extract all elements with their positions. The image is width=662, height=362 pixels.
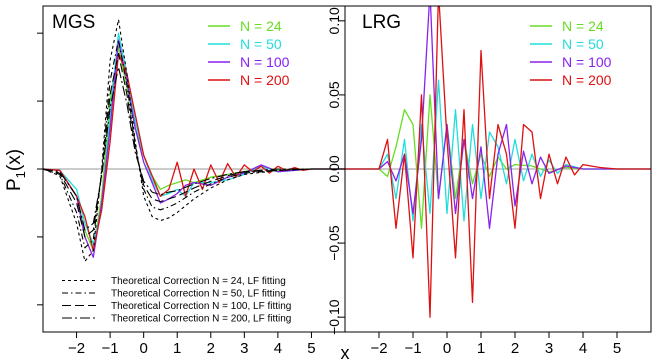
panel-label: LRG <box>362 12 401 33</box>
theory-legend: Theoretical Correction N = 24, LF fittin… <box>62 276 291 325</box>
series-line-n-24 <box>43 46 345 252</box>
series-line-n-100 <box>43 39 345 258</box>
x-tick-label: 5 <box>613 340 621 357</box>
series-line-n-50 <box>345 79 651 222</box>
theory-legend-label: Theoretical Correction N = 50, LF fittin… <box>111 289 286 300</box>
series-line-theory-6 <box>43 52 345 238</box>
lrg-panel: −2 −1 0 1 2 3 4 5 −0.10 −0.05 0.00 0.05 0.10 LRG N = 2… <box>326 5 652 357</box>
x-tick-label: 3 <box>240 340 248 357</box>
legend-label: N = 100 <box>240 54 290 70</box>
y-tick-label: 0.05 <box>326 81 342 108</box>
mgs-panel: −2 −1 0 1 2 3 4 5 MGS N = 24 N = 50 N = 100 N = 200 T… <box>37 5 346 357</box>
series-line-theory-7 <box>43 66 345 231</box>
panel-label: MGS <box>52 12 95 33</box>
x-tick-label: 2 <box>207 340 215 357</box>
y-tick-label: 0.00 <box>326 155 342 182</box>
y-axis-label: P1(x) <box>4 149 28 191</box>
series-group <box>43 19 345 262</box>
x-axis-label: x <box>341 343 350 362</box>
series-line-n-200 <box>43 52 345 252</box>
x-tick-label: 0 <box>139 340 147 357</box>
x-tick-label: 1 <box>477 340 485 357</box>
theory-legend-label: Theoretical Correction N = 200, LF fitti… <box>111 314 291 325</box>
legend: N = 24 N = 50 N = 100 N = 200 <box>530 18 612 88</box>
series-group <box>345 6 651 318</box>
series-line-n-100 <box>345 6 651 229</box>
y-tick-label: −0.05 <box>326 225 342 261</box>
x-tick-label: 3 <box>545 340 553 357</box>
x-tick-label: 5 <box>307 340 315 357</box>
legend-label: N = 200 <box>240 72 290 88</box>
x-tick-label: 4 <box>579 340 587 357</box>
theory-legend-label: Theoretical Correction N = 24, LF fittin… <box>111 276 286 287</box>
theory-legend-label: Theoretical Correction N = 100, LF fitti… <box>111 301 291 312</box>
legend-label: N = 50 <box>240 36 282 52</box>
legend-label: N = 50 <box>562 36 604 52</box>
legend-label: N = 100 <box>562 54 612 70</box>
x-tick-label: 0 <box>443 340 451 357</box>
x-tick-label: −1 <box>404 340 421 357</box>
series-line-theory-4 <box>43 19 345 262</box>
series-line-n-200 <box>345 6 651 318</box>
y-tick-label: 0.10 <box>326 7 342 34</box>
x-tick-label: 4 <box>274 340 282 357</box>
legend-label: N = 24 <box>240 18 282 34</box>
legend-label: N = 24 <box>562 18 604 34</box>
series-line-n-50 <box>43 32 345 245</box>
x-tick-label: −2 <box>370 340 387 357</box>
x-tick-label: 1 <box>173 340 181 357</box>
x-tick-label: −2 <box>68 340 85 357</box>
x-tick-label: −1 <box>102 340 119 357</box>
legend: N = 24 N = 50 N = 100 N = 200 <box>208 18 290 88</box>
series-line-n-24 <box>345 94 651 229</box>
legend-label: N = 200 <box>562 72 612 88</box>
series-line-theory-5 <box>43 39 345 249</box>
y-tick-label: −0.10 <box>326 299 342 335</box>
x-tick-label: 2 <box>511 340 519 357</box>
